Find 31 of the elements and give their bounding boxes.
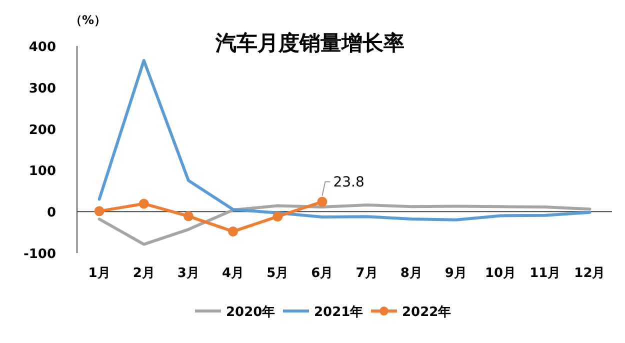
x-tick-label: 4月 xyxy=(222,266,244,281)
point xyxy=(138,198,149,209)
chart-title: 汽车月度销量增长率 xyxy=(214,31,404,55)
x-tick-label: 1月 xyxy=(88,266,110,281)
data-label: 23.8 xyxy=(333,174,364,191)
point xyxy=(272,212,283,222)
point xyxy=(317,196,328,207)
x-tick-label: 3月 xyxy=(177,266,200,281)
y-tick-label: 200 xyxy=(28,122,56,138)
y-tick-label: 400 xyxy=(28,40,56,55)
legend-label: 2020年 xyxy=(226,305,276,320)
line-series xyxy=(98,58,592,222)
point xyxy=(94,206,104,216)
y-tick-label: 0 xyxy=(46,206,56,221)
x-tick-label: 11月 xyxy=(530,266,561,281)
legend-label: 2021年 xyxy=(314,305,364,320)
legend-label: 2022年 xyxy=(402,305,452,320)
x-tick-label: 5月 xyxy=(266,266,289,281)
y-tick-label: 300 xyxy=(28,81,56,96)
x-tick-label: 10月 xyxy=(484,266,516,281)
y-tick-label: 100 xyxy=(28,164,56,180)
point xyxy=(183,211,194,222)
x-tick-label: 6月 xyxy=(311,266,334,281)
x-tick-label: 8月 xyxy=(400,266,422,281)
x-tick-label: 12月 xyxy=(574,266,606,281)
y-axis-title: （%） xyxy=(70,13,106,27)
y-tick-label: -100 xyxy=(23,247,56,262)
x-tick-label: 9月 xyxy=(444,266,467,281)
x-tick-label: 2月 xyxy=(132,266,155,281)
point xyxy=(228,226,238,236)
x-tick-label: 7月 xyxy=(356,266,378,281)
